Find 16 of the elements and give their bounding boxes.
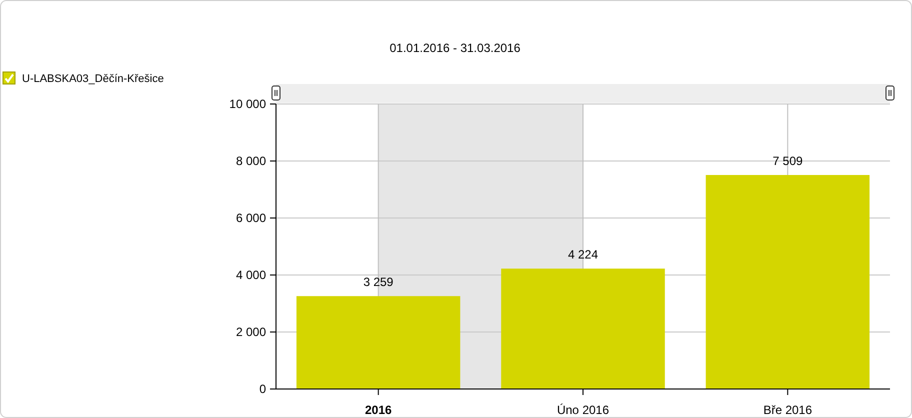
data-label: 4 224 — [568, 248, 598, 262]
x-tick-label: 2016 — [364, 403, 392, 417]
text: U-LABSKA03_Děčín-Křešice — [22, 73, 164, 85]
data-label: 7 509 — [772, 154, 804, 168]
data-label: 3 259 — [363, 275, 394, 290]
x-tick-label: Bře 2016 — [763, 403, 812, 417]
y-tick-label: 2 000 — [236, 325, 266, 339]
bar — [296, 296, 460, 389]
y-tick-label: 6 000 — [236, 211, 266, 225]
y-tick-label: 4 000 — [236, 268, 266, 282]
x-tick-label: Úno 2016 — [556, 403, 610, 417]
y-tick-label: 0 — [259, 382, 266, 396]
chart-title: 01.01.2016 - 31.03.2016 — [390, 41, 521, 55]
y-tick-label: 8 000 — [236, 154, 266, 168]
bar — [706, 174, 870, 389]
y-tick-label: 10 000 — [229, 97, 266, 111]
